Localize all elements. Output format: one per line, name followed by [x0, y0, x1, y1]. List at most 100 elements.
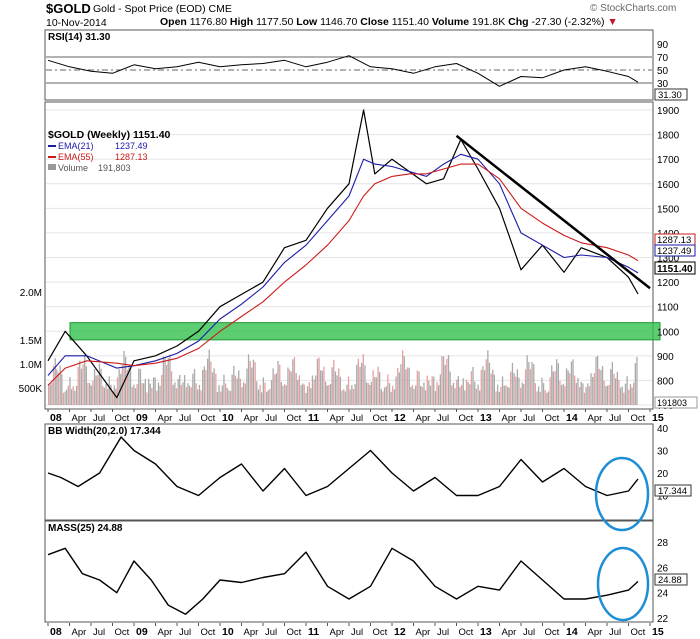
volume-bar: [162, 356, 164, 405]
volume-bar: [398, 372, 400, 405]
volume-bar: [187, 383, 189, 405]
mass-x-tick: 12: [394, 626, 406, 638]
volume-bar: [557, 363, 559, 405]
volume-bar: [320, 370, 322, 405]
price-x-tick: Apr: [502, 413, 517, 424]
price-x-tick: 11: [308, 412, 319, 424]
volume-bar: [105, 384, 107, 405]
volume-bar: [631, 387, 633, 405]
volume-bar: [275, 373, 278, 405]
mass-x-tick: Oct: [545, 627, 560, 638]
volume-bar: [572, 359, 574, 405]
volume-bar: [325, 381, 327, 405]
volume-bar: [238, 370, 240, 405]
bbwidth-y-tick: 20: [657, 469, 669, 480]
volume-bar: [613, 373, 615, 405]
volume-bar: [133, 384, 135, 405]
volume-bar: [190, 387, 192, 405]
volume-legend-label: Volume: [58, 163, 88, 173]
volume-bar: [128, 367, 130, 405]
mass-y-tick: 28: [657, 538, 669, 549]
volume-bar: [67, 385, 69, 405]
volume-bar: [565, 368, 568, 405]
volume-bar: [533, 364, 535, 405]
ema55-flag-text: 1287.13: [657, 235, 691, 246]
volume-bar: [69, 377, 71, 405]
volume-label: Volume: [431, 16, 470, 28]
volume-bar: [361, 362, 363, 405]
volume-bar: [582, 383, 584, 405]
mass-x-tick: Jul: [609, 627, 621, 638]
mass-x-tick: Apr: [244, 627, 259, 638]
volume-bar: [600, 370, 602, 405]
volume-bar: [416, 370, 418, 405]
volume-bar: [251, 367, 253, 405]
volume-bar: [488, 362, 491, 405]
volume-bar: [118, 369, 120, 405]
volume-bar: [564, 386, 566, 405]
bbwidth-highlight-circle: [594, 456, 650, 532]
volume-bar: [143, 383, 145, 405]
volume-bar: [506, 386, 509, 405]
price-y-tick: 1600: [657, 180, 680, 191]
mass-x-tick: Apr: [72, 627, 87, 638]
volume-bar: [344, 391, 346, 405]
volume-bar: [226, 388, 228, 405]
mass-x-tick: Oct: [201, 627, 216, 638]
volume-bar: [441, 356, 443, 405]
volume-bar: [487, 350, 489, 405]
volume-bar: [300, 385, 302, 405]
volume-bar: [449, 371, 451, 405]
volume-bar: [634, 363, 636, 405]
volume-bar: [138, 368, 140, 405]
volume-bar: [554, 371, 556, 405]
volume-bar: [534, 383, 536, 405]
volume-bar: [156, 390, 158, 405]
price-legend: $GOLD (Weekly) 1151.40 EMA(21) 1237.49 E…: [48, 129, 171, 173]
volume-bar: [323, 366, 325, 405]
volume-bar: [626, 376, 628, 405]
volume-bar: [393, 389, 396, 405]
volume-bar: [598, 368, 600, 405]
bbwidth-flag: [654, 484, 692, 497]
volume-bar: [49, 384, 51, 405]
mass-x-tick: Apr: [588, 627, 603, 638]
ema21-flag: [654, 244, 696, 257]
volume-bar: [208, 349, 210, 405]
volume-bar: [461, 385, 463, 405]
low-label: Low: [296, 16, 318, 28]
mass-title: MASS(25) 24.88: [48, 523, 123, 534]
price-y-tick: 1900: [657, 106, 680, 117]
volume-bar: [428, 380, 430, 405]
volume-bar: [159, 385, 161, 405]
volume-bar: [574, 375, 576, 405]
volume-bar: [77, 366, 79, 405]
volume-bar: [54, 358, 56, 405]
price-flag: [654, 261, 696, 275]
volume-bar: [433, 376, 435, 405]
volume-bar: [93, 369, 96, 405]
volume-bar: [277, 361, 279, 405]
price-x-tick: Apr: [158, 413, 173, 424]
volume-bar: [267, 390, 269, 405]
volume-bar: [233, 365, 235, 405]
volume-bar: [249, 361, 251, 405]
volume-bar: [110, 384, 112, 405]
volume-bar: [569, 373, 571, 405]
volume-bar: [551, 365, 553, 405]
price-y-tick: 1100: [657, 303, 679, 314]
volume-bar: [202, 369, 204, 405]
volume-bar: [469, 384, 471, 405]
volume-bar: [431, 376, 433, 405]
mass-highlight-circle: [596, 546, 650, 622]
volume-bar: [577, 378, 579, 405]
volume-bar: [495, 391, 497, 405]
price-x-tick: Apr: [588, 413, 603, 424]
volume-bar: [511, 362, 514, 405]
volume-bar: [492, 369, 494, 405]
volume-bar: [295, 373, 297, 405]
volume-bar: [579, 387, 581, 405]
volume-bar: [375, 377, 378, 405]
volume-bar: [503, 385, 505, 405]
volume-bar: [306, 386, 309, 405]
